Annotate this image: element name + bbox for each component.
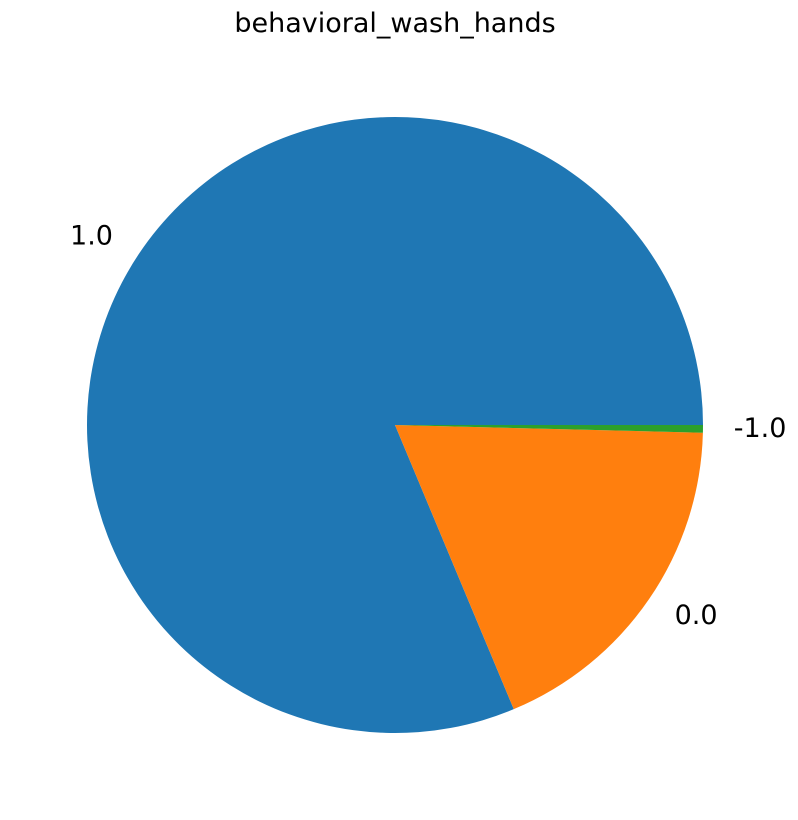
pie-label-0.0: 0.0: [675, 600, 718, 631]
pie-label--1.0: -1.0: [734, 413, 787, 444]
pie-slice-0.0: [395, 425, 703, 710]
pie-slice--1.0: [395, 425, 703, 433]
chart-title: behavioral_wash_hands: [234, 8, 555, 39]
pie-label-1.0: 1.0: [70, 221, 113, 252]
pie-labels: 1.0 0.0 -1.0: [70, 221, 786, 631]
pie-slices: [86, 116, 703, 734]
